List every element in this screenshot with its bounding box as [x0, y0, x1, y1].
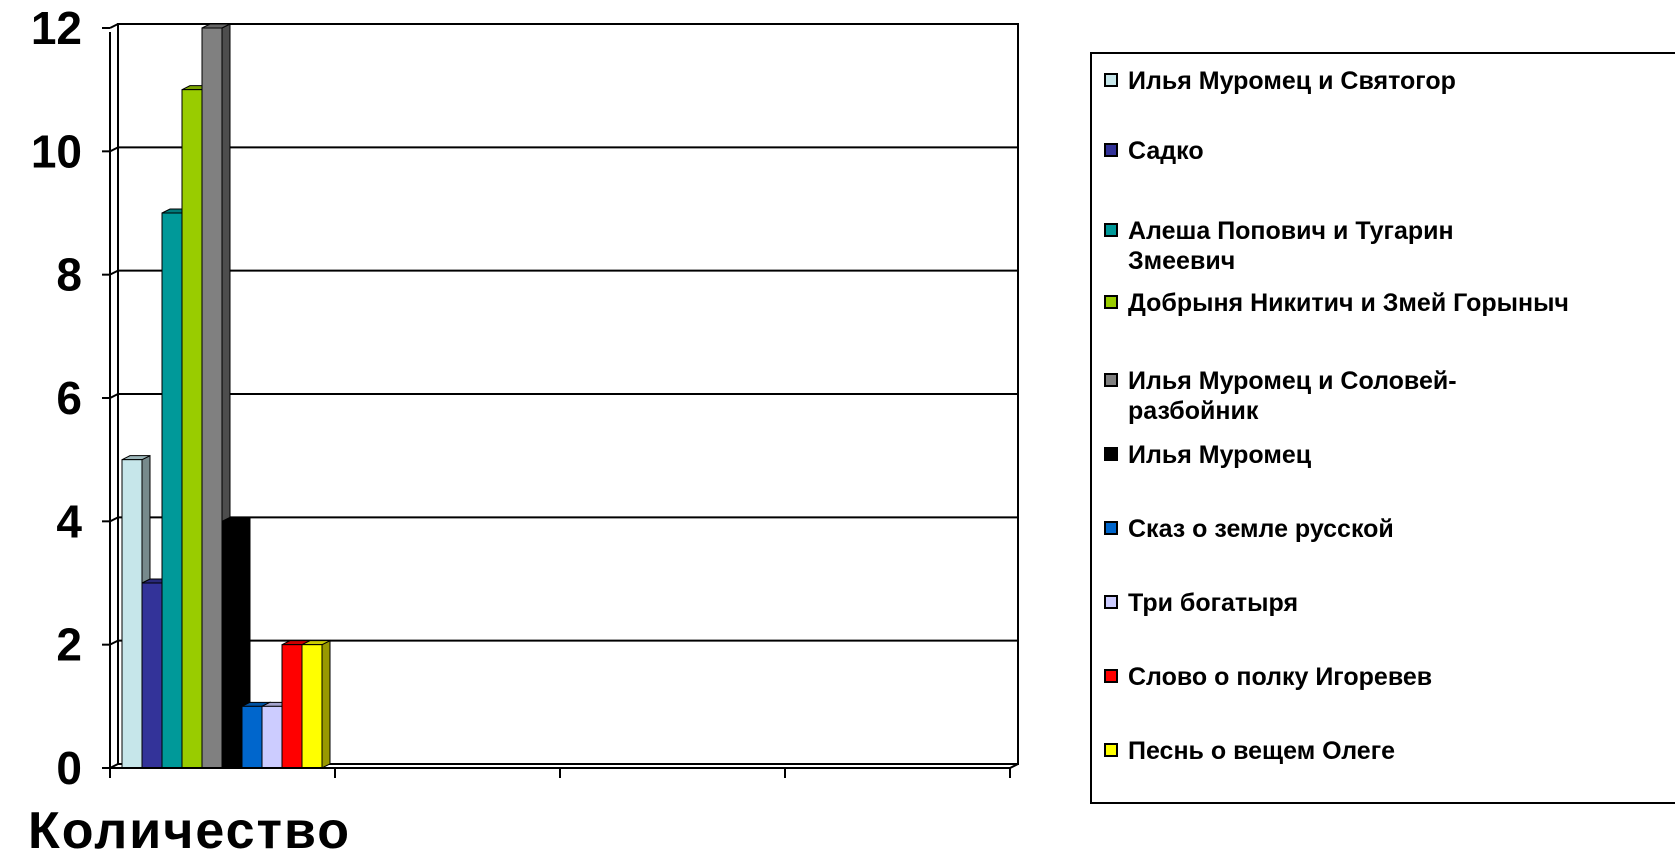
bar-front — [181, 89, 203, 769]
y-tick-label: 10 — [31, 125, 82, 177]
bar-front — [301, 644, 323, 769]
bar-side — [321, 639, 331, 769]
bar-front — [141, 582, 163, 769]
legend-entry: Добрыня Никитич и Змей Горыныч — [1104, 288, 1675, 318]
legend-label: Сказ о земле русской — [1128, 515, 1394, 543]
gridline-depth — [109, 269, 119, 276]
bars — [121, 23, 331, 769]
legend-swatch — [1104, 73, 1118, 87]
legend: Илья Муромец и Святогор Садко Алеша Попови… — [1090, 52, 1675, 804]
y-tick-label: 4 — [56, 495, 82, 547]
legend-entry: Слово о полку Игоревев — [1104, 662, 1675, 692]
legend-entry: Сказ о земле русской — [1104, 514, 1675, 544]
legend-label: Песнь о вещем Олеге — [1128, 737, 1396, 765]
legend-label: Три богатыря — [1128, 589, 1299, 617]
legend-swatch — [1104, 373, 1118, 387]
legend-label: Алеша Попович и Тугарин Змеевич — [1128, 217, 1454, 275]
bar-front — [201, 27, 223, 769]
y-tick-label: 2 — [56, 619, 82, 671]
legend-label: Добрыня Никитич и Змей Горыныч — [1128, 289, 1569, 317]
legend-swatch — [1104, 223, 1118, 237]
legend-swatch — [1104, 743, 1118, 757]
bar-front — [161, 212, 183, 769]
gridlines — [109, 23, 1019, 769]
category-labels: Количество — [28, 802, 351, 856]
legend-entry: Илья Муромец — [1104, 440, 1675, 470]
bar-front — [281, 644, 303, 769]
legend-swatch — [1104, 143, 1118, 157]
bar-front — [261, 705, 283, 769]
legend-swatch — [1104, 521, 1118, 535]
bar-10 — [301, 639, 331, 769]
legend-swatch — [1104, 595, 1118, 609]
bar-chart: 0 2 4 6 8 10 12 Количество — [28, 2, 1019, 856]
gridline-depth — [109, 516, 119, 523]
legend-label: Садко — [1128, 137, 1204, 165]
legend-label: Слово о полку Игоревев — [1128, 663, 1433, 691]
legend-label: Илья Муромец и Соловей- разбойник — [1128, 367, 1457, 425]
legend-entry: Песнь о вещем Олеге — [1104, 736, 1675, 766]
legend-entry: Три богатыря — [1104, 588, 1675, 618]
category-label: Количество — [28, 802, 351, 856]
bar-front — [121, 459, 143, 769]
legend-label: Илья Муромец — [1128, 441, 1312, 469]
legend-label: Илья Муромец и Святогор — [1128, 67, 1456, 95]
gridline-depth — [109, 146, 119, 153]
bar-front — [241, 705, 263, 769]
y-tick-label: 0 — [56, 742, 82, 794]
gridline-depth — [109, 23, 119, 29]
bar-front — [221, 520, 243, 769]
axes — [102, 27, 1011, 778]
legend-entry: Илья Муромец и Святогор — [1104, 66, 1675, 96]
gridline-depth — [109, 393, 119, 399]
legend-entry: Илья Муромец и Соловей- разбойник — [1104, 366, 1675, 426]
y-tick-labels: 0 2 4 6 8 10 12 — [31, 2, 83, 794]
legend-swatch — [1104, 669, 1118, 683]
legend-entry: Садко — [1104, 136, 1675, 166]
legend-entry: Алеша Попович и Тугарин Змеевич — [1104, 216, 1675, 276]
legend-swatch — [1104, 447, 1118, 461]
y-tick-label: 12 — [31, 2, 82, 54]
y-tick-label: 6 — [56, 372, 82, 424]
y-tick-label: 8 — [56, 249, 82, 301]
gridline-depth — [109, 639, 119, 646]
legend-swatch — [1104, 295, 1118, 309]
